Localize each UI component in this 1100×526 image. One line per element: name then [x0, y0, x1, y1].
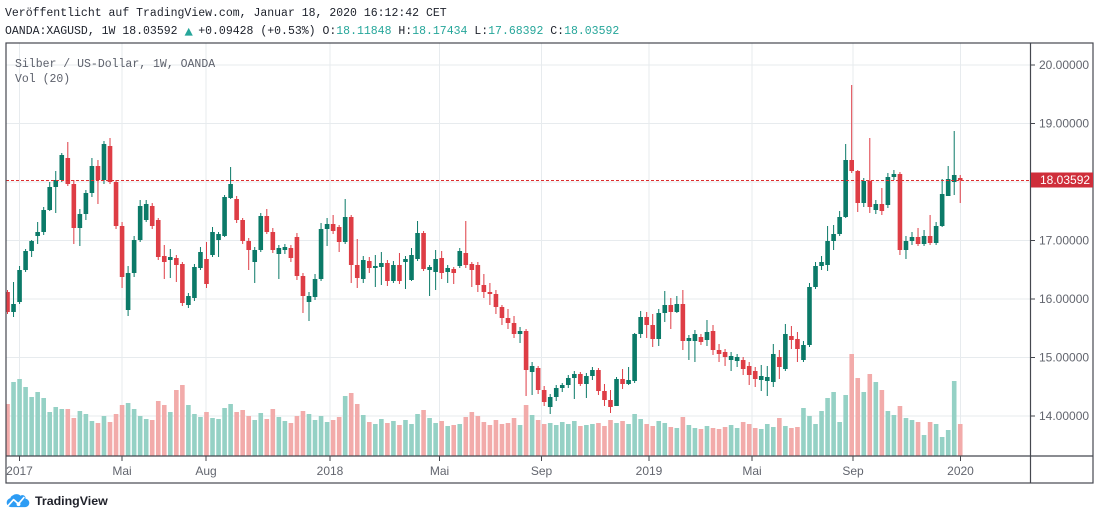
svg-text:Aug: Aug: [195, 464, 216, 478]
svg-text:17.00000: 17.00000: [1039, 234, 1089, 248]
svg-text:2018: 2018: [317, 464, 344, 478]
svg-text:2017: 2017: [6, 464, 33, 478]
svg-text:Sep: Sep: [842, 464, 864, 478]
svg-text:14.00000: 14.00000: [1039, 409, 1089, 423]
svg-text:2020: 2020: [947, 464, 974, 478]
svg-text:2019: 2019: [636, 464, 663, 478]
svg-text:20.00000: 20.00000: [1039, 58, 1089, 72]
svg-text:16.00000: 16.00000: [1039, 292, 1089, 306]
svg-text:Mai: Mai: [112, 464, 131, 478]
svg-text:Mai: Mai: [742, 464, 761, 478]
svg-text:18.03592: 18.03592: [1040, 173, 1090, 187]
svg-text:Mai: Mai: [430, 464, 449, 478]
svg-text:15.00000: 15.00000: [1039, 351, 1089, 365]
svg-text:19.00000: 19.00000: [1039, 117, 1089, 131]
svg-text:Sep: Sep: [531, 464, 553, 478]
